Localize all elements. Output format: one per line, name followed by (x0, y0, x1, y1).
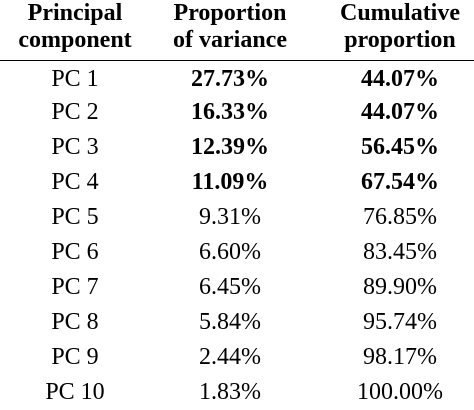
table-row: PC 3 12.39% 56.45% (0, 130, 474, 165)
header-line: proportion (344, 27, 456, 53)
variance-cell: 12.39% (191, 134, 269, 160)
cumulative-cell: 89.90% (363, 274, 437, 300)
cumulative-cell: 67.54% (361, 169, 439, 195)
table-row: PC 7 6.45% 89.90% (0, 270, 474, 305)
header-proportion-of-variance: Proportion of variance (150, 0, 310, 60)
header-row: Principal component Proportion of varian… (0, 0, 474, 60)
table-body: PC 1 27.73% 44.07% PC 2 16.33% 44.07% PC 3 12.3… (0, 60, 474, 410)
table-row: PC 9 2.44% 98.17% (0, 340, 474, 375)
cumulative-cell: 44.07% (361, 65, 439, 92)
pc-label-cell: PC 1 (51, 65, 99, 92)
table-row: PC 4 11.09% 67.54% (0, 165, 474, 200)
table-row: PC 10 1.83% 100.00% (0, 375, 474, 410)
pc-label-cell: PC 5 (51, 204, 99, 230)
pc-label-cell: PC 7 (51, 274, 99, 300)
header-principal-component: Principal component (0, 0, 150, 60)
cumulative-cell: 44.07% (361, 99, 439, 125)
table-row: PC 5 9.31% 76.85% (0, 200, 474, 235)
header-line: component (18, 27, 132, 53)
header-line: Principal (27, 0, 123, 26)
pc-label-cell: PC 8 (51, 309, 99, 335)
table-row: PC 6 6.60% 83.45% (0, 235, 474, 270)
header-line: Proportion (173, 0, 287, 26)
variance-cell: 1.83% (199, 379, 261, 405)
pc-label-cell: PC 9 (51, 344, 99, 370)
variance-cell: 9.31% (199, 204, 261, 230)
variance-cell: 16.33% (191, 99, 269, 125)
variance-cell: 27.73% (191, 65, 269, 92)
variance-cell: 11.09% (191, 169, 269, 195)
cumulative-cell: 76.85% (363, 204, 437, 230)
pc-label-cell: PC 4 (51, 169, 99, 195)
variance-cell: 5.84% (199, 309, 261, 335)
cumulative-cell: 100.00% (357, 379, 443, 405)
pc-label-cell: PC 3 (51, 134, 99, 160)
table-row: PC 1 27.73% 44.07% (0, 60, 474, 95)
header-line: of variance (173, 27, 287, 53)
table-header: Principal component Proportion of varian… (0, 0, 474, 60)
header-cumulative-proportion: Cumulative proportion (310, 0, 474, 60)
header-line: Cumulative (340, 0, 460, 26)
pc-label-cell: PC 10 (45, 379, 105, 405)
pc-label-cell: PC 6 (51, 239, 99, 265)
variance-cell: 6.60% (199, 239, 261, 265)
table-row: PC 2 16.33% 44.07% (0, 95, 474, 130)
table-row: PC 8 5.84% 95.74% (0, 305, 474, 340)
cumulative-cell: 98.17% (363, 344, 437, 370)
pc-label-cell: PC 2 (51, 99, 99, 125)
variance-cell: 6.45% (199, 274, 261, 300)
variance-cell: 2.44% (199, 344, 261, 370)
cumulative-cell: 56.45% (361, 134, 439, 160)
cumulative-cell: 95.74% (363, 309, 437, 335)
cumulative-cell: 83.45% (363, 239, 437, 265)
